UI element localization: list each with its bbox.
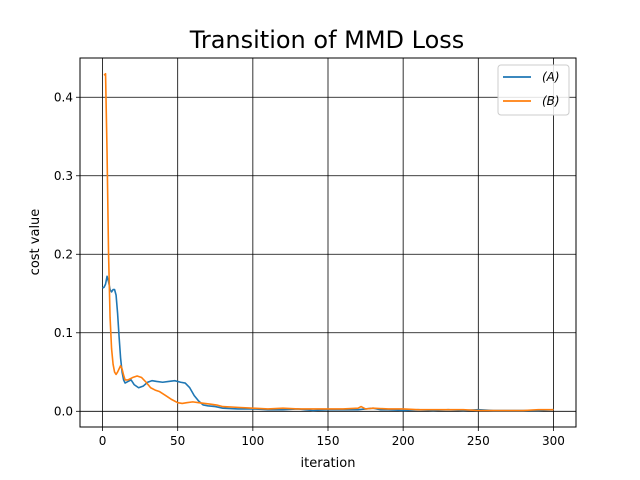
y-tick-label: 0.3 <box>54 169 73 183</box>
y-tick-label: 0.1 <box>54 326 73 340</box>
series-line-a <box>102 275 554 412</box>
x-tick-label: 250 <box>467 434 490 448</box>
y-tick-label: 0.2 <box>54 247 73 261</box>
x-tick-label: 200 <box>392 434 415 448</box>
series-line-b <box>103 72 554 412</box>
series-lines <box>102 72 554 412</box>
y-tick-label: 0.0 <box>54 404 73 418</box>
x-tick-label: 100 <box>241 434 264 448</box>
x-tick-label: 0 <box>99 434 107 448</box>
grid <box>80 58 576 427</box>
legend-label: (A) <box>542 70 560 84</box>
x-tick-label: 50 <box>170 434 185 448</box>
x-tick-label: 150 <box>317 434 340 448</box>
y-axis-label: cost value <box>28 209 43 276</box>
chart-title: Transition of MMD Loss <box>189 26 465 54</box>
legend-label: (B) <box>542 94 560 108</box>
x-tick-label: 300 <box>542 434 565 448</box>
axis-ticks: 0 50 100 150 200 250 300 0.0 0.1 0.2 0.3 0.4 <box>54 90 565 448</box>
x-axis-label: iteration <box>301 456 356 471</box>
legend: (A) (B) <box>497 64 570 116</box>
y-tick-label: 0.4 <box>54 90 73 104</box>
